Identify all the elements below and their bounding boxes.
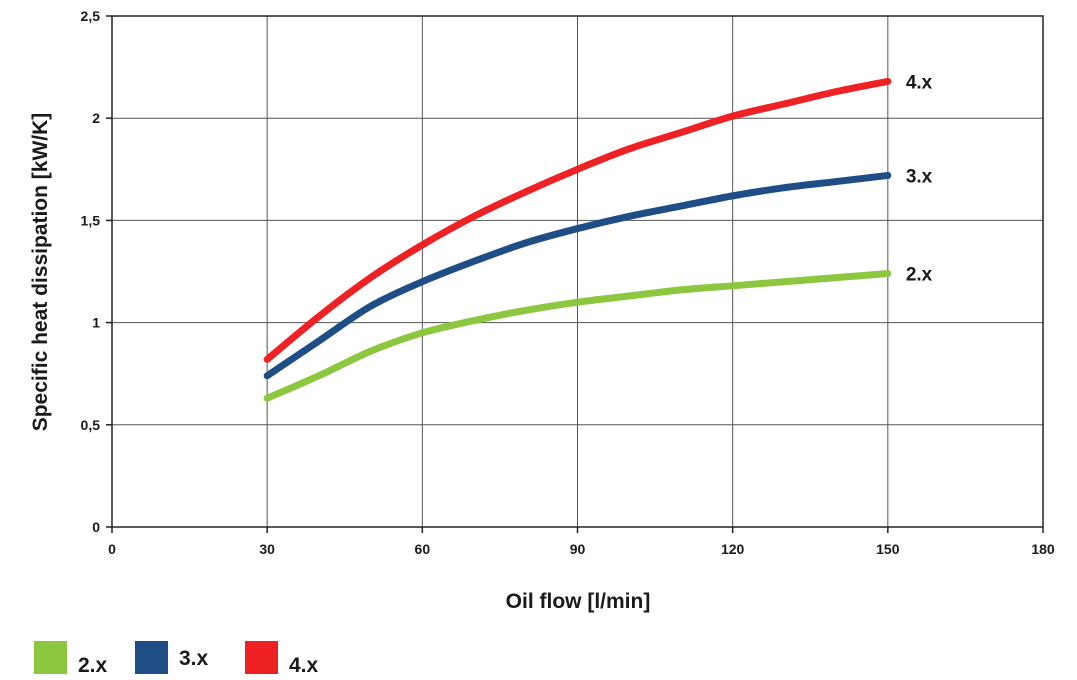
- x-tick-label: 60: [415, 541, 431, 557]
- y-axis-title: Specific heat dissipation [kW/K]: [29, 113, 52, 432]
- x-tick-label: 30: [259, 541, 275, 557]
- series-line-3.x: [263, 171, 892, 380]
- x-tick-label: 90: [570, 541, 586, 557]
- legend: 2.x 3.x 4.x: [34, 641, 319, 677]
- y-tick-label: 2: [92, 110, 100, 126]
- y-tick-label: 2,5: [81, 8, 101, 24]
- y-tick-label: 0,5: [81, 417, 101, 433]
- series-end-label-4.x: 4.x: [906, 72, 933, 93]
- y-tick-label: 0: [92, 519, 100, 535]
- axes: 0 30 60 90 120 150 180 0 0,5 1 1,5 2 2,5: [81, 8, 1055, 557]
- x-tick-label: 180: [1031, 541, 1055, 557]
- x-axis-title: Oil flow [l/min]: [506, 590, 651, 613]
- legend-swatch-4.x: [245, 641, 278, 674]
- legend-label-2.x: 2.x: [78, 654, 108, 677]
- x-tick-label: 120: [721, 541, 745, 557]
- y-tick-label: 1,5: [81, 212, 101, 228]
- x-tick-label: 150: [876, 541, 900, 557]
- series-line-4.x: [263, 77, 892, 363]
- legend-label-4.x: 4.x: [289, 654, 319, 677]
- y-tick-label: 1: [92, 315, 100, 331]
- grid: [112, 16, 1043, 527]
- legend-label-3.x: 3.x: [179, 647, 209, 670]
- legend-swatch-3.x: [135, 641, 168, 674]
- series-line-2.x: [263, 270, 892, 402]
- x-tick-label: 0: [108, 541, 116, 557]
- series-end-label-3.x: 3.x: [906, 166, 933, 187]
- series-end-label-2.x: 2.x: [906, 265, 933, 286]
- legend-swatch-2.x: [34, 641, 67, 674]
- series-end-labels: 2.x 3.x 4.x: [906, 72, 933, 285]
- series-lines: [263, 77, 892, 402]
